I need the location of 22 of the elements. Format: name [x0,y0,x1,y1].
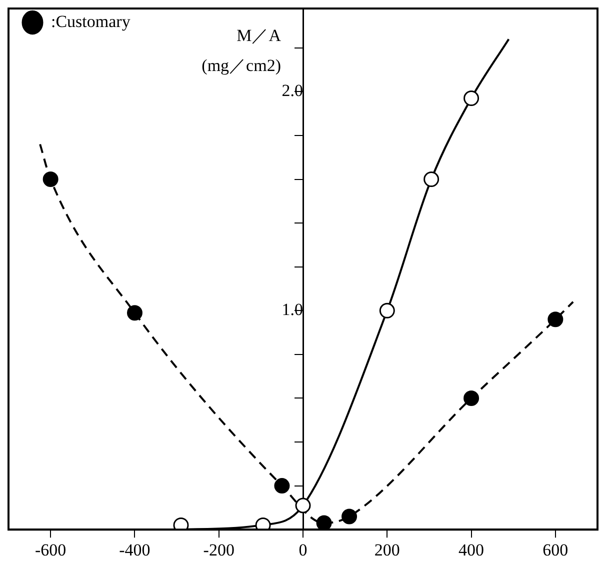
x-tick-label: -200 [203,540,234,560]
x-tick-label: -600 [34,540,66,560]
x-tick-label: -400 [119,540,150,560]
point [316,515,332,530]
point [126,305,142,321]
x-tick-label: 400 [458,540,484,560]
point [424,172,440,188]
point [274,478,290,494]
point [464,390,480,406]
y-tick-label: 2.0 [282,81,303,100]
x-tick-label: 600 [542,540,568,560]
y-tick-label: 1.0 [282,300,303,320]
point [379,302,395,318]
point [295,498,311,514]
point [342,508,358,524]
x-tick-label: 0 [298,540,308,560]
legend-label: :Customary [51,12,131,31]
point [42,172,58,188]
point [548,312,564,328]
x-tick-label: 200 [374,540,400,560]
y-axis-title: M／A (mg／cm2) [202,26,282,75]
point [464,90,480,106]
